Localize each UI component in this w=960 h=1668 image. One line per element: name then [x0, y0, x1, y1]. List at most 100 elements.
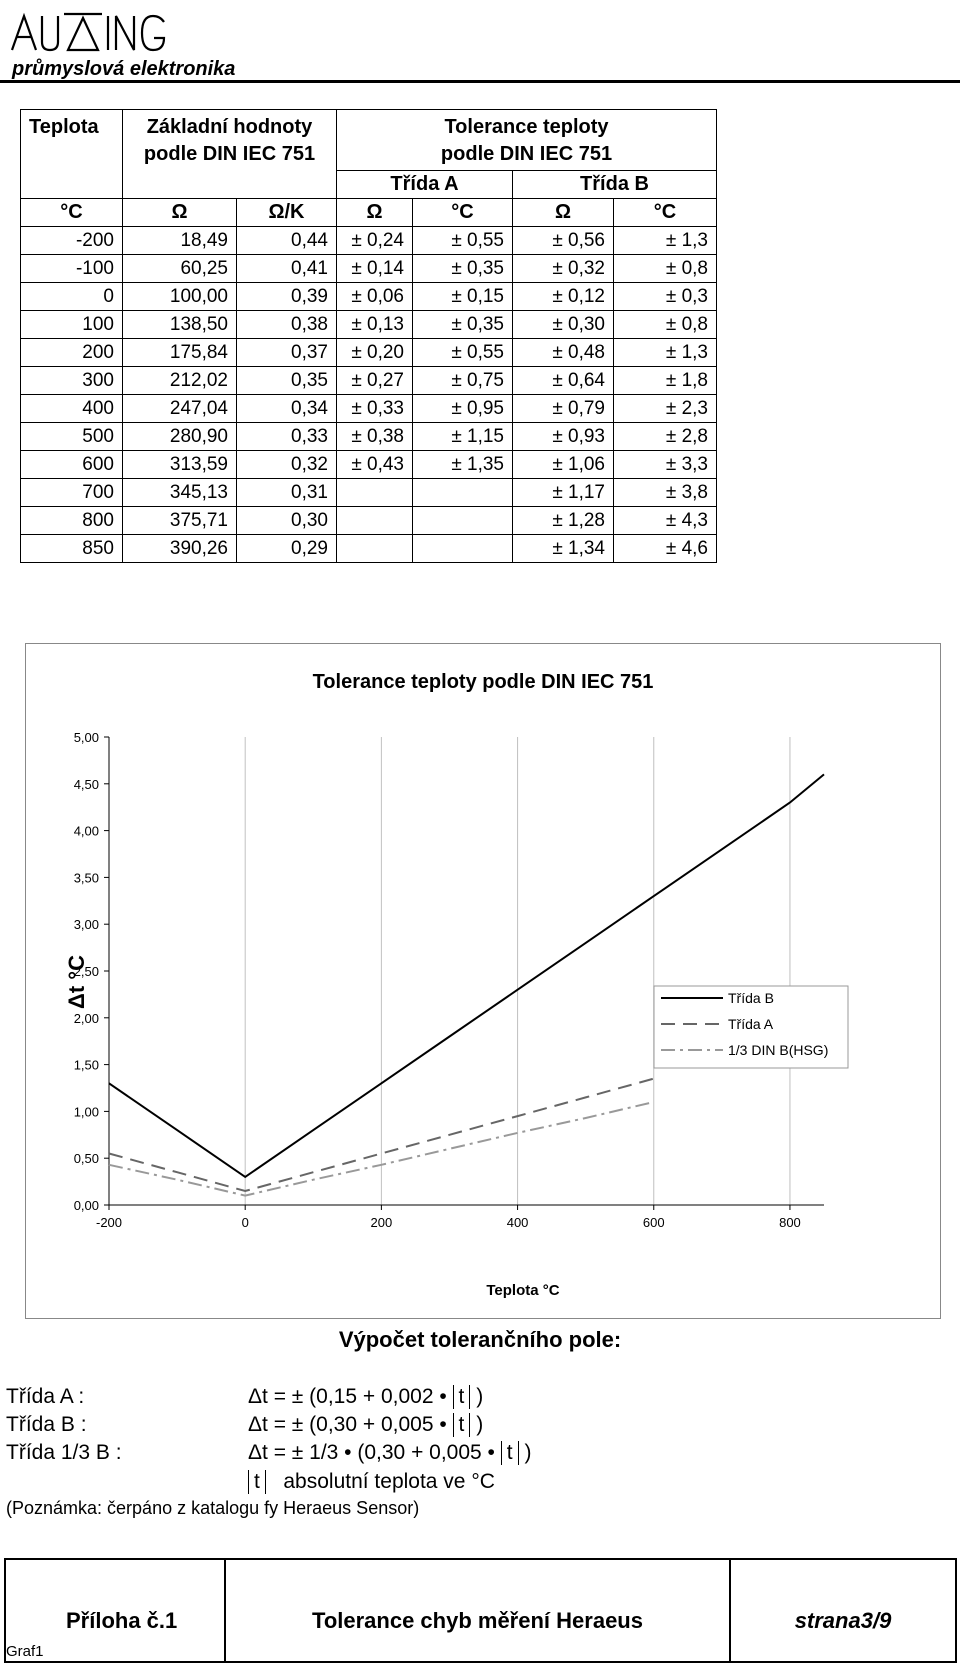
table-cell: ± 0,64	[512, 366, 614, 395]
table-cell: ± 0,13	[336, 310, 413, 339]
abs-description: absolutní teplota ve °C	[283, 1470, 495, 1493]
source-note: (Poznámka: čerpáno z katalogu fy Heraeus…	[6, 1498, 420, 1518]
x-axis-label: Teplota °C	[486, 1282, 559, 1299]
table-cell: ± 0,8	[613, 310, 717, 339]
y-tick-label: 4,00	[74, 824, 99, 839]
abs-value: t	[500, 1441, 519, 1465]
formula-close: )	[476, 1385, 484, 1408]
table-cell: 0,34	[236, 394, 337, 423]
y-tick-label: 2,50	[74, 964, 99, 979]
table-cell: 600	[20, 450, 123, 479]
table-cell: ± 2,8	[613, 422, 717, 451]
formula-text: Δt = ± (0,15 + 0,002 •	[248, 1385, 447, 1408]
y-tick-label: 4,50	[74, 777, 99, 792]
footer-cell-page: strana3/9	[731, 1560, 955, 1661]
table-cell	[336, 534, 413, 563]
table-cell: 313,59	[122, 450, 237, 479]
y-axis-label: Δt °C	[64, 955, 89, 1009]
table-cell: ± 0,12	[512, 282, 614, 311]
legend-label-class-a: Třída A	[728, 1016, 774, 1032]
table-cell: 0	[20, 282, 123, 311]
table-cell: ± 0,43	[336, 450, 413, 479]
table-row: 0 100,00 0,39 ± 0,06 ± 0,15 ± 0,12 ± 0,3	[20, 282, 717, 311]
footer-title: Tolerance chyb měření Heraeus	[312, 1608, 643, 1633]
table-cell: 100,00	[122, 282, 237, 311]
y-tick-label: 1,50	[74, 1058, 99, 1073]
table-row: 100 138,50 0,38 ± 0,13 ± 0,35 ± 0,30 ± 0,8	[20, 310, 717, 339]
table-cell: ± 0,55	[412, 338, 513, 367]
formula-close: )	[476, 1413, 484, 1436]
unit-cell: °C	[20, 198, 123, 227]
table-cell: 345,13	[122, 478, 237, 507]
table-cell: 0,37	[236, 338, 337, 367]
table-cell: 138,50	[122, 310, 237, 339]
table-cell: ± 0,93	[512, 422, 614, 451]
header-divider	[0, 80, 960, 83]
x-tick-label: 200	[371, 1215, 393, 1230]
table-cell: ± 1,35	[412, 450, 513, 479]
table-cell: 100	[20, 310, 123, 339]
series-line-3	[108, 1101, 655, 1197]
footer-cell-title: Tolerance chyb měření Heraeus	[226, 1560, 731, 1661]
table-cell: 280,90	[122, 422, 237, 451]
table-cell: ± 0,20	[336, 338, 413, 367]
table-cell: ± 0,3	[613, 282, 717, 311]
footer-box: Příloha č.1 Tolerance chyb měření Heraeu…	[4, 1558, 957, 1663]
table-cell: ± 0,75	[412, 366, 513, 395]
table-cell: ± 0,35	[412, 254, 513, 283]
table-cell: 0,33	[236, 422, 337, 451]
table-cell: ± 0,35	[412, 310, 513, 339]
header-class-b: Třída B	[512, 170, 717, 199]
calc-title: Výpočet tolerančního pole:	[338, 1327, 622, 1352]
footer-page-number: strana3/9	[794, 1608, 892, 1633]
table-cell: ± 0,30	[512, 310, 614, 339]
unit-cell: Ω	[336, 198, 413, 227]
y-tick-label: 1,00	[74, 1104, 99, 1119]
table-cell: ± 0,06	[336, 282, 413, 311]
table-cell: ± 1,8	[613, 366, 717, 395]
chart-legend: Třída B Třída A 1/3 DIN B(HSG)	[653, 985, 849, 1069]
table-cell: 300	[20, 366, 123, 395]
chart-grid	[244, 737, 791, 1205]
table-cell: 212,02	[122, 366, 237, 395]
x-tick-label: 800	[779, 1215, 801, 1230]
chart-frame: Tolerance teploty podle DIN IEC 751 -200…	[25, 643, 941, 1319]
table-cell: ± 1,3	[613, 338, 717, 367]
header-temperature: Teplota	[20, 109, 123, 199]
units-row: °C Ω Ω/K Ω °C Ω °C	[20, 198, 717, 227]
header-base-values: Základní hodnoty podle DIN IEC 751	[122, 109, 337, 199]
table-cell	[412, 534, 513, 563]
header-class-a: Třída A	[336, 170, 513, 199]
table-cell: 850	[20, 534, 123, 563]
series-line-2	[108, 1077, 655, 1193]
sheet-name: Graf1	[6, 1643, 44, 1660]
tolerance-chart: Tolerance teploty podle DIN IEC 751 -200…	[64, 671, 849, 1299]
table-cell: ± 0,33	[336, 394, 413, 423]
chart-series	[108, 773, 825, 1197]
y-tick-label: 5,00	[74, 730, 99, 745]
table-cell: ± 0,24	[336, 226, 413, 255]
formula-class-a: Δt = ± (0,15 + 0,002 • t )	[248, 1385, 483, 1409]
table-row: 400 247,04 0,34 ± 0,33 ± 0,95 ± 0,79 ± 2,3	[20, 394, 717, 423]
abs-definition: t absolutní teplota ve °C	[248, 1470, 495, 1494]
table-cell: 200	[20, 338, 123, 367]
table-cell: ± 1,3	[613, 226, 717, 255]
abs-value: t	[452, 1385, 471, 1409]
table-cell: 0,35	[236, 366, 337, 395]
table-cell: 500	[20, 422, 123, 451]
table-cell: ± 1,34	[512, 534, 614, 563]
series-line-1	[108, 773, 825, 1179]
table-row: 800 375,71 0,30 ± 1,28 ± 4,3	[20, 506, 717, 535]
table-cell: 0,38	[236, 310, 337, 339]
abs-value: t	[248, 1470, 266, 1494]
table-cell: ± 4,3	[613, 506, 717, 535]
table-cell: ± 3,8	[613, 478, 717, 507]
table-cell: 0,32	[236, 450, 337, 479]
header-tolerance-line2: podle DIN IEC 751	[440, 143, 613, 165]
table-row: -200 18,49 0,44 ± 0,24 ± 0,55 ± 0,56 ± 1,3	[20, 226, 717, 255]
table-cell: ± 0,55	[412, 226, 513, 255]
table-cell: -100	[20, 254, 123, 283]
table-cell: 60,25	[122, 254, 237, 283]
footer-attachment: Příloha č.1	[66, 1608, 178, 1633]
table-row: 600 313,59 0,32 ± 0,43 ± 1,35 ± 1,06 ± 3,3	[20, 450, 717, 479]
